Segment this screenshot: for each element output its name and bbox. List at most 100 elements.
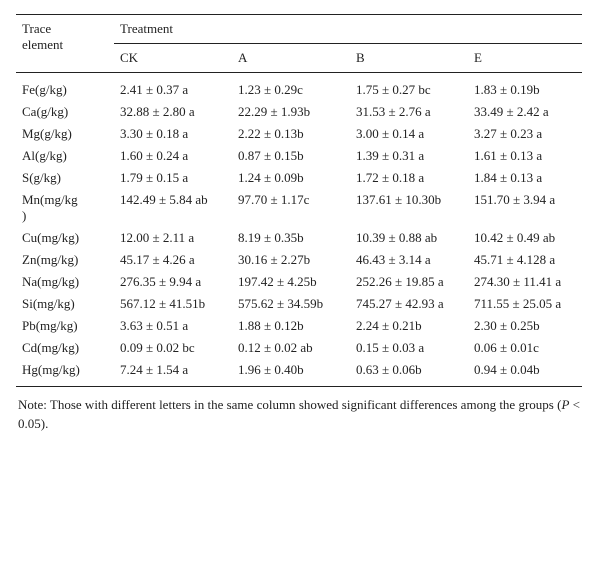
table-row: Ca(g/kg) 32.88 ± 2.80 a 22.29 ± 1.93b 31.53…: [16, 101, 582, 123]
table-row: Hg(mg/kg) 7.24 ± 1.54 a 1.96 ± 0.40b 0.63 ±…: [16, 359, 582, 387]
table-cell: 22.29 ± 1.93b: [238, 104, 311, 119]
table-cell: 46.43 ± 3.14 a: [356, 252, 431, 267]
note-text: Note: Those with different letters in th…: [18, 397, 562, 412]
table-head: Trace element Treatment CK A B E: [16, 15, 583, 73]
table-cell: 0.06 ± 0.01c: [474, 340, 539, 355]
row-header: Cu(mg/kg): [16, 227, 114, 249]
element-name: Cu(mg/kg): [22, 230, 80, 245]
row-header: Zn(mg/kg): [16, 249, 114, 271]
table-cell: 30.16 ± 2.27b: [238, 252, 311, 267]
table-row: Fe(g/kg) 2.41 ± 0.37 a 1.23 ± 0.29c 1.75 ± …: [16, 73, 582, 102]
header-row: Trace element Treatment: [16, 15, 582, 52]
table-cell: 1.61 ± 0.13 a: [474, 148, 543, 163]
table-cell: 1.88 ± 0.12b: [238, 318, 304, 333]
table-cell: 1.79 ± 0.15 a: [120, 170, 189, 185]
table-cell: 276.35 ± 9.94 a: [120, 274, 202, 289]
table-cell: 575.62 ± 34.59b: [238, 296, 324, 311]
table-cell: 97.70 ± 1.17c: [238, 192, 310, 207]
corner-text: Trace element: [22, 21, 64, 52]
table-row: Pb(mg/kg) 3.63 ± 0.51 a 1.88 ± 0.12b 2.24 ±…: [16, 315, 582, 337]
table-body: Fe(g/kg) 2.41 ± 0.37 a 1.23 ± 0.29c 1.75 ± …: [16, 73, 582, 387]
table-row: Cu(mg/kg) 12.00 ± 2.11 a 8.19 ± 0.35b 10.39…: [16, 227, 582, 249]
table-cell: 0.87 ± 0.15b: [238, 148, 304, 163]
table-cell: 137.61 ± 10.30b: [356, 192, 442, 207]
element-name: Cd(mg/kg): [22, 340, 80, 355]
data-table: Trace element Treatment CK A B E Fe(g/kg) 2.…: [16, 14, 583, 387]
note-text: < 0.05).: [18, 397, 580, 431]
row-header: Cd(mg/kg): [16, 337, 114, 359]
table-cell: 567.12 ± 41.51b: [120, 296, 206, 311]
row-header: Na(mg/kg): [16, 271, 114, 293]
element-name: Mg(g/kg): [22, 126, 72, 141]
table-cell: 2.41 ± 0.37 a: [120, 82, 189, 97]
element-name: Zn(mg/kg): [22, 252, 79, 267]
table-cell: 2.24 ± 0.21b: [356, 318, 422, 333]
element-name: Si(mg/kg): [22, 296, 75, 311]
table-cell: 0.09 ± 0.02 bc: [120, 340, 195, 355]
table-cell: 45.17 ± 4.26 a: [120, 252, 195, 267]
column-header: CK: [114, 43, 232, 73]
element-name: Al(g/kg): [22, 148, 67, 163]
row-header: Si(mg/kg): [16, 293, 114, 315]
table-cell: 0.15 ± 0.03 a: [356, 340, 425, 355]
table-cell: 151.70 ± 3.94 a: [474, 192, 556, 207]
row-header: S(g/kg): [16, 167, 114, 189]
element-name: S(g/kg): [22, 170, 61, 185]
table-cell: 1.60 ± 0.24 a: [120, 148, 189, 163]
table-cell: 3.30 ± 0.18 a: [120, 126, 189, 141]
table-row: S(g/kg) 1.79 ± 0.15 a 1.24 ± 0.09b 1.72 ± 0…: [16, 167, 582, 189]
table-cell: 3.63 ± 0.51 a: [120, 318, 189, 333]
table-cell: 32.88 ± 2.80 a: [120, 104, 195, 119]
table-cell: 1.23 ± 0.29c: [238, 82, 303, 97]
table-cell: 12.00 ± 2.11 a: [120, 230, 195, 245]
table-cell: 31.53 ± 2.76 a: [356, 104, 431, 119]
table-row: Mg(g/kg) 3.30 ± 0.18 a 2.22 ± 0.13b 3.00 ± …: [16, 123, 582, 145]
table-cell: 1.39 ± 0.31 a: [356, 148, 425, 163]
table-cell: 10.39 ± 0.88 ab: [356, 230, 438, 245]
table-cell: 10.42 ± 0.49 ab: [474, 230, 556, 245]
table-cell: 745.27 ± 42.93 a: [356, 296, 444, 311]
row-header: Mn(mg/kg): [16, 189, 114, 227]
table-cell: 3.27 ± 0.23 a: [474, 126, 543, 141]
table-cell: 8.19 ± 0.35b: [238, 230, 304, 245]
column-header: E: [468, 43, 583, 73]
table-cell: 1.24 ± 0.09b: [238, 170, 304, 185]
column-header: B: [350, 43, 468, 73]
table-cell: 1.96 ± 0.40b: [238, 362, 304, 377]
corner-header: Trace element: [16, 15, 114, 73]
table-cell: 0.12 ± 0.02 ab: [238, 340, 313, 355]
table-cell: 0.94 ± 0.04b: [474, 362, 540, 377]
table-cell: 197.42 ± 4.25b: [238, 274, 317, 289]
table-row: Al(g/kg) 1.60 ± 0.24 a 0.87 ± 0.15b 1.39 ± …: [16, 145, 582, 167]
row-header: Mg(g/kg): [16, 123, 114, 145]
table-block: Trace element Treatment CK A B E Fe(g/kg) 2.…: [16, 14, 583, 433]
table-cell: 1.84 ± 0.13 a: [474, 170, 543, 185]
row-header: Ca(g/kg): [16, 101, 114, 123]
table-row: Mn(mg/kg) 142.49 ± 5.84 ab 97.70 ± 1.17c 13…: [16, 189, 582, 227]
table-cell: 711.55 ± 25.05 a: [474, 296, 562, 311]
element-name: Pb(mg/kg): [22, 318, 78, 333]
table-cell: 0.63 ± 0.06b: [356, 362, 422, 377]
row-header: Al(g/kg): [16, 145, 114, 167]
table-cell: 1.72 ± 0.18 a: [356, 170, 425, 185]
element-name: Hg(mg/kg): [22, 362, 80, 377]
table-row: Cd(mg/kg) 0.09 ± 0.02 bc 0.12 ± 0.02 ab 0.1…: [16, 337, 582, 359]
table-cell: 3.00 ± 0.14 a: [356, 126, 425, 141]
table-cell: 1.75 ± 0.27 bc: [356, 82, 431, 97]
note: Note: Those with different letters in th…: [16, 395, 580, 433]
group-header: Treatment: [120, 21, 173, 36]
table-cell: 252.26 ± 19.85 a: [356, 274, 444, 289]
column-header: A: [232, 43, 350, 73]
row-header: Fe(g/kg): [16, 73, 114, 102]
table-row: Na(mg/kg) 276.35 ± 9.94 a 197.42 ± 4.25b 25…: [16, 271, 582, 293]
table-cell: 142.49 ± 5.84 ab: [120, 192, 208, 207]
table-cell: 33.49 ± 2.42 a: [474, 104, 549, 119]
column-header-row: CK A B E: [16, 43, 583, 73]
table-cell: 1.83 ± 0.19b: [474, 82, 540, 97]
element-name: Fe(g/kg): [22, 82, 67, 97]
table-row: Zn(mg/kg) 45.17 ± 4.26 a 30.16 ± 2.27b 46.4…: [16, 249, 582, 271]
element-name: Mn(mg/kg): [22, 192, 78, 223]
table-cell: 7.24 ± 1.54 a: [120, 362, 189, 377]
table-cell: 274.30 ± 11.41 a: [474, 274, 562, 289]
